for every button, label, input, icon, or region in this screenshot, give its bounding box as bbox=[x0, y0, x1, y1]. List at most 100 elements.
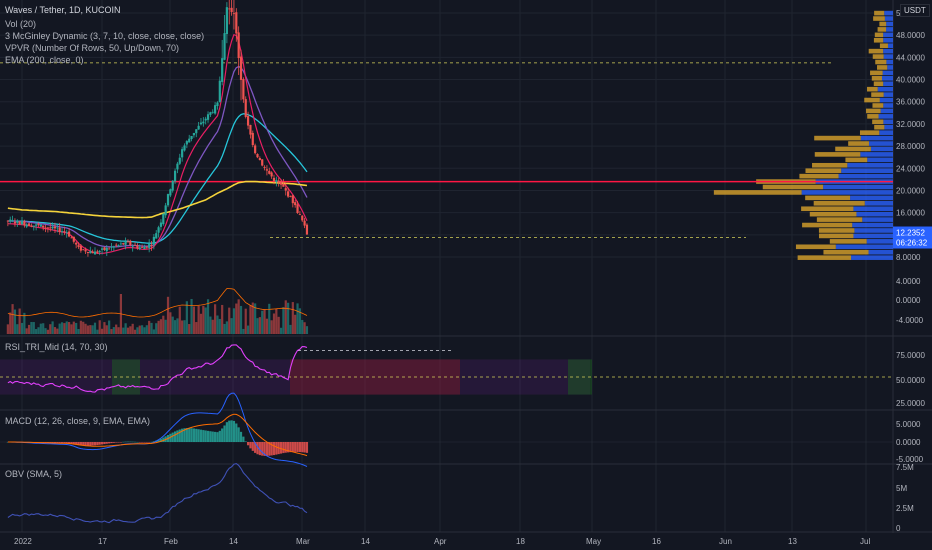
date-tick-label[interactable]: 18 bbox=[516, 537, 525, 546]
date-tick-label[interactable]: Apr bbox=[434, 537, 447, 546]
candle-body bbox=[58, 227, 61, 233]
vpvr-down-bar bbox=[879, 43, 888, 49]
volume-bar bbox=[275, 308, 278, 334]
vpvr-up-bar bbox=[864, 201, 893, 206]
date-tick-label[interactable]: 2022 bbox=[14, 537, 32, 546]
candle-body bbox=[157, 227, 160, 233]
candle-body bbox=[298, 214, 301, 216]
date-tick-label[interactable]: Jun bbox=[719, 537, 732, 546]
date-tick-label[interactable]: Feb bbox=[164, 537, 178, 546]
legend-volume[interactable]: Vol (20) bbox=[5, 19, 37, 29]
macd-histogram-bar bbox=[268, 442, 271, 456]
legend-macd[interactable]: MACD (12, 26, close, 9, EMA, EMA) bbox=[5, 416, 151, 426]
macd-pane[interactable] bbox=[0, 392, 893, 467]
date-tick-label[interactable]: Mar bbox=[296, 537, 310, 546]
date-tick-label[interactable]: 14 bbox=[361, 537, 370, 546]
macd-histogram-bar bbox=[84, 442, 87, 446]
price-tick-label: 28.0000 bbox=[896, 142, 925, 151]
macd-histogram-bar bbox=[91, 442, 94, 446]
price-tick-label: 44.0000 bbox=[896, 53, 925, 62]
volume-bar bbox=[246, 325, 250, 334]
price-tick-label: 48.0000 bbox=[896, 31, 925, 40]
legend-rsi[interactable]: RSI_TRI_Mid (14, 70, 30) bbox=[5, 342, 108, 352]
volume-bar bbox=[124, 323, 127, 334]
candle-body bbox=[232, 13, 236, 15]
legend-vpvr[interactable]: VPVR (Number Of Rows, 50, Up/Down, 70) bbox=[5, 43, 180, 53]
volume-bar bbox=[13, 309, 17, 334]
vpvr-profile[interactable] bbox=[713, 10, 893, 260]
date-tick-label[interactable]: Jul bbox=[860, 537, 870, 546]
legend-mcginley[interactable]: 3 McGinley Dynamic (3, 7, 10, close, clo… bbox=[5, 31, 205, 41]
candle-body bbox=[115, 244, 118, 246]
candle-body bbox=[162, 213, 165, 225]
candle-body bbox=[305, 224, 309, 235]
date-tick-label[interactable]: 14 bbox=[229, 537, 238, 546]
candle-body bbox=[228, 8, 231, 10]
vpvr-down-bar bbox=[848, 141, 869, 146]
vpvr-down-bar bbox=[816, 217, 863, 222]
candle-body bbox=[124, 241, 127, 245]
candle-body bbox=[181, 149, 184, 158]
macd-histogram-bar bbox=[265, 442, 269, 456]
candle-body bbox=[221, 58, 224, 82]
currency-label[interactable]: USDT bbox=[900, 4, 930, 17]
volume-bar bbox=[166, 296, 170, 334]
volume-bar bbox=[171, 316, 174, 334]
vpvr-up-bar bbox=[853, 206, 893, 212]
date-tick-label[interactable]: 17 bbox=[98, 537, 107, 546]
candles[interactable] bbox=[6, 0, 309, 257]
macd-histogram-bar bbox=[270, 442, 273, 456]
volume-pane[interactable] bbox=[6, 288, 309, 335]
candle-body bbox=[155, 233, 158, 239]
vpvr-down-bar bbox=[864, 97, 880, 103]
vpvr-down-bar bbox=[867, 86, 878, 92]
volume-bar bbox=[60, 322, 64, 334]
date-tick-label[interactable]: 16 bbox=[652, 537, 661, 546]
candle-body bbox=[53, 226, 57, 229]
candle-body bbox=[110, 246, 113, 248]
macd-histogram-bar bbox=[294, 442, 297, 452]
candle-body bbox=[27, 223, 31, 226]
candle-body bbox=[60, 231, 64, 232]
macd-histogram-bar bbox=[103, 442, 106, 445]
price-pane[interactable] bbox=[0, 0, 893, 524]
vpvr-down-bar bbox=[818, 228, 855, 233]
macd-histogram-bar bbox=[122, 441, 125, 443]
macd-histogram-bar bbox=[211, 431, 214, 442]
last-price-badge[interactable] bbox=[893, 226, 932, 249]
date-tick-label[interactable]: 13 bbox=[788, 537, 797, 546]
volume-bar bbox=[98, 320, 101, 334]
candle-body bbox=[37, 223, 40, 226]
macd-histogram-bar bbox=[214, 431, 217, 442]
macd-histogram-bar bbox=[70, 442, 73, 444]
vpvr-up-bar bbox=[862, 217, 893, 222]
candle-body bbox=[72, 236, 75, 242]
candle-body bbox=[265, 169, 269, 171]
date-tick-label[interactable]: May bbox=[586, 537, 601, 546]
vpvr-down-bar bbox=[879, 21, 887, 27]
candle-body bbox=[56, 227, 59, 229]
candle-body bbox=[277, 180, 280, 183]
volume-bar bbox=[270, 320, 273, 334]
macd-histogram-bar bbox=[100, 442, 104, 445]
macd-histogram-bar bbox=[86, 442, 90, 446]
candle-body bbox=[287, 191, 290, 197]
price-axis[interactable]: 52.000048.000044.000040.000036.000032.00… bbox=[0, 9, 932, 550]
obv-pane[interactable] bbox=[7, 463, 308, 524]
macd-histogram-bar bbox=[152, 441, 155, 442]
volume-bar bbox=[176, 318, 179, 334]
legend-ema[interactable]: EMA (200, close, 0) bbox=[5, 55, 84, 65]
candle-body bbox=[77, 245, 80, 247]
price-tick-label: 24.0000 bbox=[896, 164, 925, 173]
vpvr-down-bar bbox=[877, 27, 887, 32]
rsi-pane[interactable] bbox=[0, 344, 893, 395]
symbol-title[interactable]: Waves / Tether, 1D, KUCOIN bbox=[5, 5, 121, 16]
countdown-timer: 06:26:32 bbox=[896, 239, 928, 248]
macd-histogram-bar bbox=[296, 442, 299, 452]
volume-bar bbox=[263, 309, 266, 334]
legend-obv[interactable]: OBV (SMA, 5) bbox=[5, 469, 63, 479]
macd-histogram-bar bbox=[169, 433, 172, 442]
candle-body bbox=[218, 80, 221, 103]
